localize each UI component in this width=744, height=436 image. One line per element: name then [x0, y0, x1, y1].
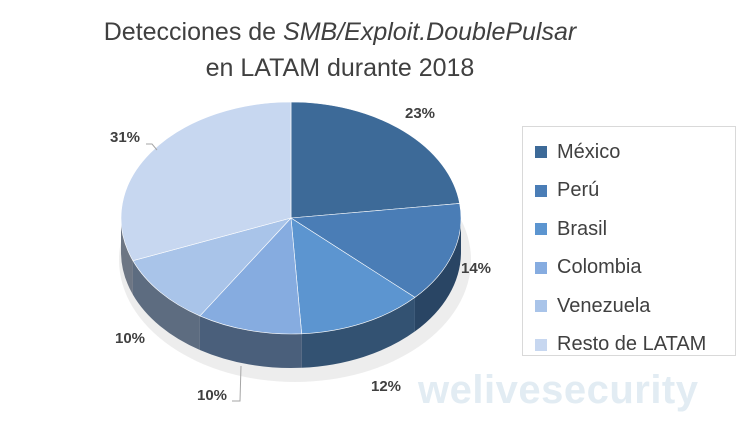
data-label-perú: 14%: [461, 260, 491, 277]
leader-line: [232, 365, 242, 402]
legend-swatch: [535, 146, 547, 159]
legend-label: Resto de LATAM: [557, 333, 707, 356]
legend-label: México: [557, 140, 621, 163]
pie-slice-brasil: [290, 217, 416, 335]
chart-title-prefix: Detecciones de: [103, 18, 284, 46]
legend-item-venezuela: Venezuela: [535, 287, 735, 326]
pie-slice-colombia: [199, 217, 303, 335]
legend-label: Perú: [557, 179, 600, 202]
chart-legend: México Perú Brasil Colombia Venezuela Re…: [522, 126, 736, 356]
pie-slice-venezuela: [132, 217, 292, 317]
legend-item-brasil: Brasil: [535, 210, 735, 249]
data-label-venezuela: 10%: [115, 330, 145, 347]
pie-slice-perú: [290, 203, 462, 298]
legend-label: Brasil: [557, 217, 608, 240]
pie-side-resto-de-latam: [121, 218, 133, 295]
data-label-méxico: 23%: [405, 105, 435, 122]
legend-swatch: [535, 184, 547, 197]
pie-side-brasil: [301, 297, 415, 368]
legend-swatch: [535, 223, 547, 236]
chart-title-line-2: en LATAM durante 2018: [205, 54, 475, 82]
legend-item-resto-de-latam: Resto de LATAM: [535, 326, 735, 365]
legend-swatch: [535, 300, 547, 313]
data-label-resto-de-latam: 31%: [110, 129, 140, 146]
watermark: welivesecurity: [418, 368, 699, 412]
legend-swatch: [535, 261, 547, 274]
data-label-colombia: 10%: [197, 387, 227, 404]
legend-item-peru: Perú: [535, 172, 735, 211]
chart-title: Detecciones de SMB/Exploit.DoublePulsar …: [60, 14, 620, 86]
chart-title-line-1: Detecciones de SMB/Exploit.DoublePulsar: [60, 14, 620, 50]
legend-item-colombia: Colombia: [535, 249, 735, 288]
pie-side-perú: [414, 218, 461, 332]
leader-line: [146, 143, 158, 151]
pie-slice-méxico: [290, 101, 461, 219]
data-label-brasil: 12%: [371, 378, 401, 395]
chart-title-italic: SMB/Exploit.DoublePulsar: [283, 18, 577, 46]
legend-label: Colombia: [557, 256, 642, 279]
pie-slice-resto-de-latam: [120, 101, 292, 262]
legend-item-mexico: México: [535, 133, 735, 172]
legend-swatch: [535, 338, 547, 351]
legend-label: Venezuela: [557, 294, 651, 317]
pie-side-colombia: [199, 315, 302, 368]
